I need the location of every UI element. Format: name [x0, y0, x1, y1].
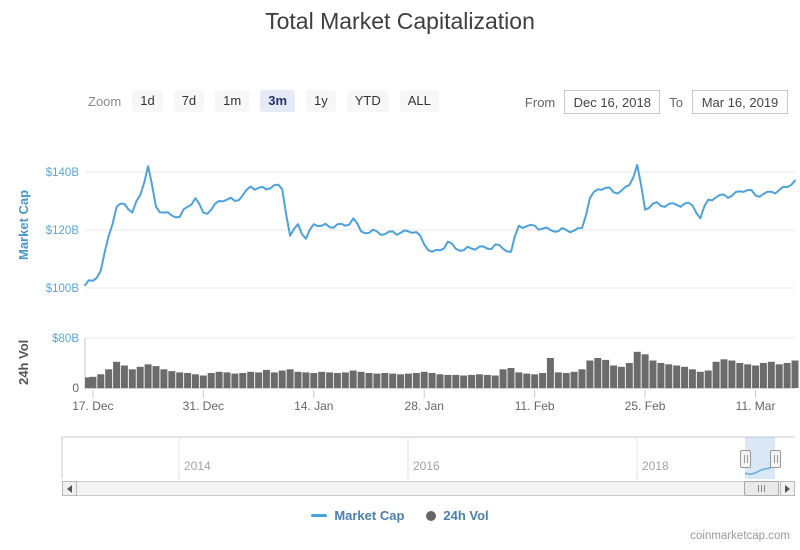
date-range-group: From To [525, 90, 788, 114]
right-arrow-icon [785, 484, 794, 493]
zoom-button-7d[interactable]: 7d [173, 90, 205, 113]
zoom-button-group: Zoom 1d 7d 1m 3m 1y YTD ALL [88, 90, 439, 113]
x-axis-label: 17. Dec [72, 399, 113, 413]
market-cap-series [84, 163, 796, 287]
from-label: From [524, 94, 556, 110]
legend-market-cap-label: Market Cap [334, 508, 405, 523]
zoom-label: Zoom [88, 93, 122, 109]
x-axis-label: 11. Mar [736, 399, 776, 413]
x-axis-label: 31. Dec [183, 399, 224, 413]
navigator-handle-left[interactable] [740, 450, 751, 468]
thumb-grip-icon [758, 485, 759, 492]
legend: Market Cap 24h Vol [0, 508, 800, 523]
page-title: Total Market Capitalization [265, 8, 535, 34]
from-date-input[interactable] [564, 90, 661, 114]
mc-y-axis-label: $100B [46, 283, 80, 295]
x-axis-label: 11. Feb [515, 399, 555, 413]
volume-series [85, 351, 799, 389]
scrollbar-thumb[interactable] [744, 481, 779, 496]
navigator-year-label: 2018 [642, 459, 669, 473]
vol-y-axis-label: $80B [52, 333, 79, 345]
zoom-button-all[interactable]: ALL [399, 90, 439, 113]
dot-marker-icon [426, 510, 437, 521]
watermark: coinmarketcap.com [690, 530, 790, 542]
vol-axis-title: 24h Vol [16, 339, 31, 385]
legend-vol-label: 24h Vol [443, 508, 489, 523]
mc-y-axis-label: $120B [46, 225, 80, 237]
legend-item-24h-vol[interactable]: 24h Vol [426, 508, 489, 523]
zoom-button-1m[interactable]: 1m [215, 90, 250, 113]
to-date-input[interactable] [692, 90, 788, 114]
zoom-button-3m[interactable]: 3m [260, 90, 296, 113]
navigator-year-label: 2016 [413, 459, 440, 473]
to-label: To [669, 94, 683, 110]
navigator-year-label: 2014 [184, 459, 211, 473]
zoom-button-ytd[interactable]: YTD [346, 90, 389, 113]
zoom-button-1y[interactable]: 1y [306, 90, 336, 113]
line-marker-icon [311, 514, 328, 517]
legend-item-market-cap[interactable]: Market Cap [311, 508, 404, 523]
zoom-button-1d[interactable]: 1d [132, 90, 163, 113]
market-cap-axis-title: Market Cap [16, 189, 31, 260]
left-arrow-icon [63, 484, 72, 493]
x-axis-label: 14. Jan [294, 399, 333, 413]
vol-y-axis-label: 0 [72, 381, 79, 395]
scroll-left-button[interactable] [62, 481, 77, 496]
scrollbar-track[interactable] [62, 481, 795, 496]
x-axis-label: 28. Jan [405, 399, 444, 413]
x-axis-label: 25. Feb [625, 399, 666, 413]
mc-y-axis-label: $140B [46, 167, 80, 179]
navigator-handle-right[interactable] [770, 450, 781, 468]
range-toolbar: Zoom 1d 7d 1m 3m 1y YTD ALL From To [0, 90, 800, 116]
scroll-right-button[interactable] [780, 481, 795, 496]
